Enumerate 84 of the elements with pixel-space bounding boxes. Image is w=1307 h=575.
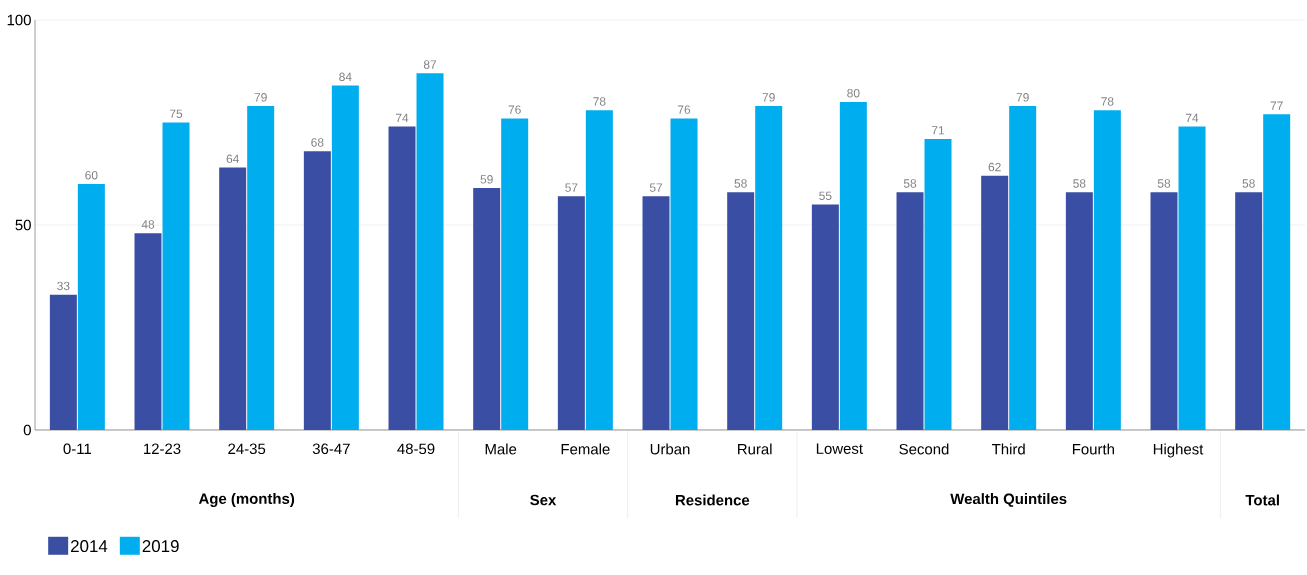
data-label: 87 (423, 60, 437, 69)
bar (162, 122, 190, 430)
bar (247, 106, 275, 430)
x-tick-label: Rural (738, 443, 772, 455)
y-tick-label: 100 (7, 14, 31, 26)
text: Wealth Quintiles (950, 493, 1067, 507)
bar (1093, 110, 1121, 430)
data-label: 84 (339, 72, 352, 82)
bar (981, 175, 1009, 430)
x-tick-label: Fourth (1072, 443, 1114, 455)
y-tick-label: 50 (15, 219, 31, 231)
data-label: 74 (1185, 113, 1199, 123)
data-label: 79 (254, 93, 267, 102)
data-label: 64 (226, 154, 239, 164)
bar (49, 294, 77, 430)
bar (331, 85, 359, 430)
data-label: 80 (847, 89, 860, 98)
legend-label: 2014 (71, 540, 108, 553)
bar (1235, 192, 1263, 430)
data-label: 60 (85, 171, 98, 180)
text: Total (1245, 494, 1279, 506)
bar (755, 106, 783, 430)
bar (219, 167, 247, 430)
data-label: 59 (480, 175, 493, 184)
data-label: 58 (1073, 179, 1086, 188)
bar (1178, 126, 1206, 430)
bar (501, 118, 529, 430)
bar (1065, 192, 1093, 430)
data-label: 79 (762, 93, 775, 102)
data-label: 33 (57, 281, 70, 291)
y-tick-label: 0 (23, 424, 31, 436)
data-label: 71 (931, 126, 945, 135)
bar (924, 138, 952, 430)
bar (896, 192, 924, 430)
data-label: 76 (508, 105, 521, 114)
data-label: 58 (903, 179, 917, 188)
x-tick-label: Lowest (816, 443, 863, 454)
bar (811, 204, 839, 430)
bar (1263, 114, 1291, 430)
x-tick-label: 48-59 (397, 443, 435, 455)
data-label: 78 (593, 97, 606, 106)
x-tick-label: 0-11 (63, 443, 92, 455)
bar (473, 188, 501, 430)
data-label: 58 (734, 179, 747, 188)
bar (303, 151, 331, 430)
bar (557, 196, 585, 430)
data-label: 74 (395, 113, 409, 123)
bar (839, 101, 867, 430)
data-label: 55 (819, 191, 832, 200)
bar (134, 233, 162, 430)
bar (388, 126, 416, 430)
x-tick-label: Third (991, 443, 1025, 455)
text: Age (months) (198, 492, 295, 507)
data-label: 76 (677, 105, 691, 114)
bar (77, 183, 105, 430)
legend-label: 2019 (142, 540, 179, 553)
data-label: 48 (141, 220, 155, 229)
data-label: 57 (649, 183, 663, 192)
bar (670, 118, 698, 430)
bar (727, 192, 755, 430)
x-tick-label: Urban (650, 443, 690, 455)
x-tick-label: Second (899, 443, 949, 455)
data-label: 58 (1242, 179, 1255, 188)
bar (1150, 192, 1178, 430)
data-label: 78 (1101, 97, 1114, 106)
x-tick-label: Female (561, 443, 610, 455)
bar (642, 196, 670, 430)
bar (1009, 106, 1037, 430)
data-label: 79 (1016, 93, 1029, 102)
text: Sex (530, 494, 557, 506)
data-label: 77 (1270, 101, 1283, 110)
x-tick-label: 12-23 (144, 443, 181, 455)
data-label: 68 (311, 138, 324, 147)
data-label: 58 (1157, 179, 1171, 188)
x-tick-label: Highest (1153, 443, 1204, 458)
text: Residence (675, 494, 750, 506)
bar (416, 73, 444, 430)
bar (585, 110, 613, 430)
x-tick-label: Male (485, 443, 517, 455)
x-tick-label: 24-35 (228, 443, 266, 455)
data-label: 75 (169, 109, 183, 118)
data-label: 57 (565, 183, 578, 192)
data-label: 62 (988, 162, 1001, 172)
x-tick-label: 36-47 (312, 443, 350, 455)
